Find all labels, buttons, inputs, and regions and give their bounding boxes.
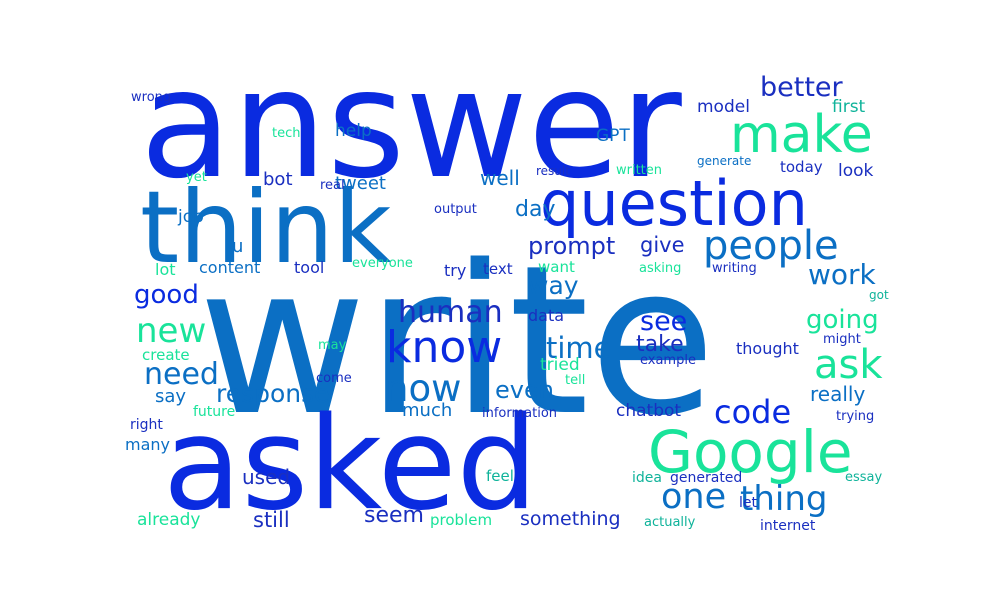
word-question: question	[540, 167, 808, 240]
word-say: say	[155, 386, 186, 407]
word-response: response	[216, 379, 330, 408]
word-human: human	[398, 295, 503, 330]
word-take: take	[636, 332, 684, 357]
word-way: way	[528, 271, 579, 300]
word-better: better	[760, 72, 844, 103]
word-asking: asking	[639, 261, 681, 276]
word-problem: problem	[430, 511, 492, 529]
word-prompt: prompt	[528, 232, 615, 260]
word-know: know	[386, 322, 502, 373]
word-asked: asked	[163, 390, 538, 539]
word-chatbot: chatbot	[616, 401, 681, 421]
word-information: information	[482, 406, 557, 421]
word-work: work	[808, 258, 877, 291]
word-real: real	[320, 178, 345, 193]
word-might: might	[823, 332, 861, 347]
word-got: got	[869, 288, 889, 302]
word-day: day	[515, 197, 555, 222]
word-lot: lot	[155, 260, 176, 279]
word-good: good	[134, 280, 199, 310]
word-really: really	[810, 382, 865, 406]
word-writing: writing	[712, 261, 757, 276]
word-example: example	[640, 353, 696, 368]
word-today: today	[780, 158, 823, 176]
word-one: one	[661, 477, 726, 517]
word-seem: seem	[364, 503, 424, 528]
word-tried: tried	[540, 355, 580, 375]
word-going: going	[806, 305, 879, 335]
word-come: come	[316, 371, 352, 386]
word-give: give	[640, 233, 685, 257]
word-let: let	[739, 495, 758, 511]
word-trying: trying	[836, 409, 874, 424]
word-tech: tech	[272, 126, 300, 141]
word-ask: ask	[814, 342, 883, 388]
word-essay: essay	[845, 470, 883, 485]
word-data: data	[528, 306, 564, 325]
word-something: something	[520, 508, 621, 530]
word-generate: generate	[697, 154, 751, 168]
word-result: result	[536, 164, 570, 178]
word-much: much	[402, 400, 452, 421]
word-right: right	[130, 417, 163, 433]
word-output: output	[434, 202, 477, 217]
word-make: make	[730, 105, 873, 165]
word-code: code	[714, 393, 791, 431]
word-idea: idea	[632, 470, 662, 486]
word-answer: answer	[140, 38, 682, 212]
word-u: u	[232, 236, 243, 257]
word-actually: actually	[644, 515, 696, 530]
word-think: think	[140, 169, 392, 286]
word-help: help	[335, 121, 372, 141]
word-now: now	[385, 367, 461, 410]
word-many: many	[125, 435, 170, 454]
word-well: well	[480, 166, 520, 190]
word-see: see	[640, 306, 687, 337]
word-generated: generated	[670, 470, 742, 486]
word-tweet: tweet	[335, 173, 386, 194]
word-wrong: wrong	[131, 90, 171, 105]
word-future: future	[193, 404, 235, 420]
word-tool: tool	[294, 258, 324, 277]
word-may: may	[318, 338, 347, 353]
word-time: time	[546, 331, 612, 365]
word-thing: thing	[740, 479, 827, 519]
word-used: used	[242, 465, 290, 489]
word-gpt: GPT	[596, 126, 630, 146]
word-yet: yet	[186, 170, 207, 185]
word-written: written	[616, 163, 662, 178]
word-try: try	[444, 261, 466, 280]
word-tell: tell	[565, 373, 585, 388]
word-create: create	[142, 346, 190, 364]
word-already: already	[137, 510, 200, 530]
word-first: first	[832, 97, 866, 117]
word-people: people	[703, 223, 839, 269]
word-thought: thought	[736, 339, 799, 358]
word-job: job	[177, 207, 204, 227]
word-want: want	[538, 258, 575, 276]
word-even: even	[495, 376, 554, 404]
word-new: new	[136, 311, 206, 351]
word-internet: internet	[760, 518, 816, 534]
word-model: model	[697, 97, 750, 117]
word-content: content	[199, 258, 260, 277]
word-need: need	[144, 357, 219, 392]
word-bot: bot	[263, 169, 293, 190]
word-google: Google	[648, 418, 853, 486]
word-look: look	[838, 161, 874, 181]
word-still: still	[253, 508, 290, 532]
word-everyone: everyone	[352, 256, 413, 271]
word-text: text	[483, 260, 513, 278]
word-feel: feel	[486, 467, 514, 485]
word-write: write	[198, 221, 716, 461]
